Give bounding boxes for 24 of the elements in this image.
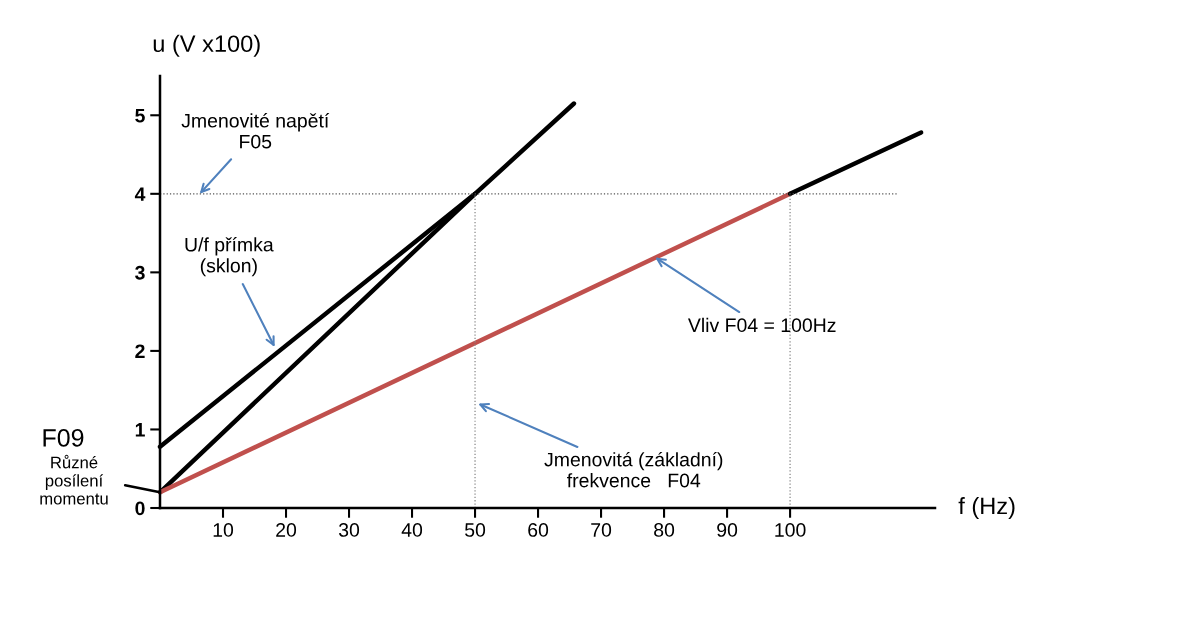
x-tick-label: 60 bbox=[528, 523, 549, 537]
x-tick-label: 40 bbox=[401, 523, 423, 537]
text: F09 bbox=[43, 429, 84, 447]
x-tick-label: 10 bbox=[213, 523, 234, 537]
y-tick-label: 5 bbox=[135, 108, 145, 123]
annotation: Různé posílení momentu bbox=[40, 454, 108, 505]
x-tick-label: 90 bbox=[717, 523, 738, 537]
annotation: Jmenovitá (základní) frekvence F04 bbox=[544, 451, 723, 488]
annotation: U/f přímka (sklon) bbox=[185, 237, 274, 277]
annotation: Jmenovité napětí F05 bbox=[181, 113, 330, 149]
y-axis-title: u (V x100) bbox=[153, 34, 260, 57]
y-tick-label: 2 bbox=[135, 344, 145, 358]
y-tick-label: 1 bbox=[135, 423, 145, 437]
x-tick-label: 70 bbox=[591, 523, 612, 537]
x-tick-label: 100 bbox=[775, 523, 806, 537]
x-tick-label: 50 bbox=[465, 523, 486, 537]
x-axis-title: f (Hz) bbox=[958, 496, 1015, 519]
y-tick-label: 3 bbox=[135, 265, 145, 280]
x-tick-label: 80 bbox=[654, 523, 675, 537]
y-tick-label: 4 bbox=[134, 187, 146, 201]
annotation: Vliv F04 = 100Hz bbox=[687, 317, 836, 333]
x-tick-label: 20 bbox=[276, 523, 297, 537]
y-tick-label: 0 bbox=[135, 501, 145, 516]
x-tick-label: 30 bbox=[338, 523, 360, 537]
